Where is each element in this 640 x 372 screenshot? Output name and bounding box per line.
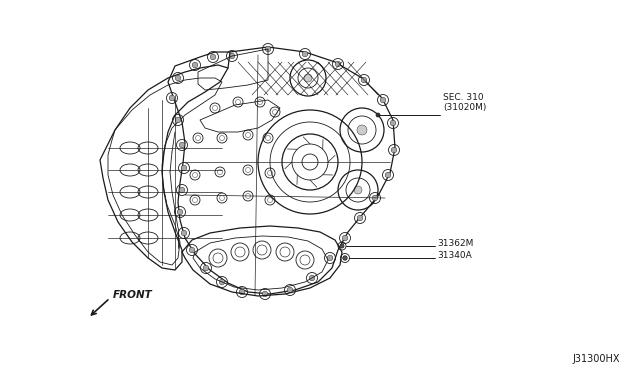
Circle shape (361, 77, 367, 83)
Circle shape (372, 195, 378, 201)
Circle shape (340, 244, 344, 248)
Circle shape (210, 54, 216, 60)
Circle shape (380, 97, 386, 103)
Circle shape (189, 247, 195, 253)
Circle shape (192, 62, 198, 68)
Circle shape (219, 279, 225, 285)
Circle shape (239, 289, 245, 295)
Circle shape (302, 51, 308, 57)
Circle shape (376, 113, 380, 117)
Circle shape (343, 256, 347, 260)
Circle shape (385, 172, 391, 178)
Circle shape (262, 291, 268, 297)
Circle shape (357, 125, 367, 135)
Circle shape (181, 165, 187, 171)
Circle shape (175, 117, 181, 123)
Circle shape (175, 75, 181, 81)
Circle shape (287, 287, 292, 293)
Circle shape (177, 209, 183, 215)
Text: J31300HX: J31300HX (573, 354, 620, 364)
Circle shape (181, 230, 187, 236)
Circle shape (391, 147, 397, 153)
Text: SEC. 310
(31020M): SEC. 310 (31020M) (443, 93, 486, 112)
Circle shape (390, 120, 396, 126)
Circle shape (357, 215, 363, 221)
Circle shape (335, 61, 340, 67)
Circle shape (309, 275, 315, 281)
Text: 31362M: 31362M (437, 240, 474, 248)
Circle shape (169, 95, 175, 101)
Circle shape (229, 53, 235, 59)
Circle shape (327, 255, 333, 261)
Text: FRONT: FRONT (113, 290, 153, 300)
Circle shape (179, 187, 185, 193)
Circle shape (304, 74, 312, 82)
Text: 31340A: 31340A (437, 251, 472, 260)
Circle shape (204, 265, 209, 271)
Circle shape (265, 46, 271, 52)
Circle shape (179, 142, 185, 148)
Circle shape (342, 235, 348, 241)
Circle shape (354, 186, 362, 194)
